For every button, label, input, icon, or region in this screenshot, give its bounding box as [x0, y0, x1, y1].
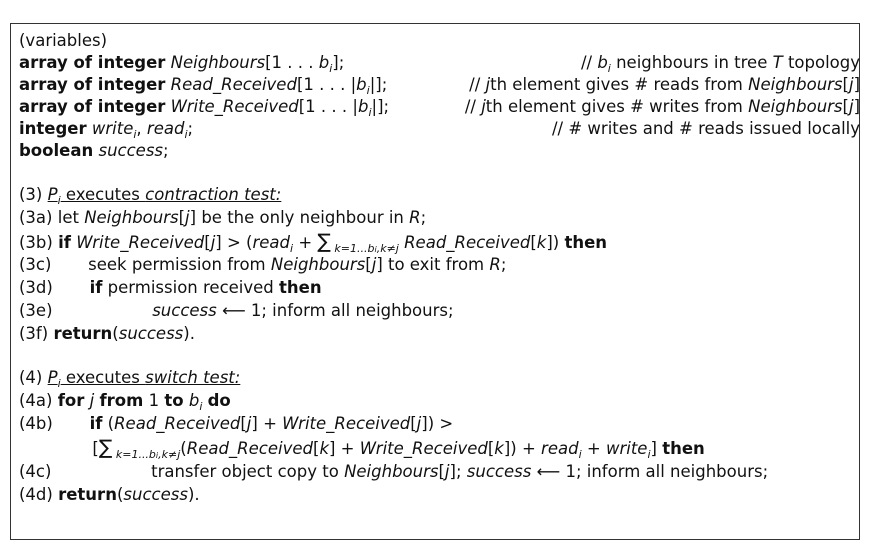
algorithm-box	[10, 23, 860, 540]
var-comment-neighbours: // bi neighbours in tree T topology	[580, 53, 860, 75]
var-comment-write-received: // jth element gives # writes from Neigh…	[464, 97, 860, 116]
step-4c: (4c) transfer object copy to Neighbours[…	[19, 462, 769, 481]
step-3f: (3f) return(success).	[19, 324, 195, 343]
var-line-neighbours: array of integer Neighbours[1 . . . bi];	[19, 53, 345, 75]
var-line-boolean: boolean success;	[19, 141, 169, 160]
step-4a: (4a) for j from 1 to bi do	[19, 391, 231, 413]
step-3a: (3a) let Neighbours[j] be the only neigh…	[19, 208, 427, 227]
step-3d: (3d) if permission received then	[19, 278, 322, 297]
step-3e: (3e) success ⟵ 1; inform all neighbours;	[19, 301, 454, 320]
var-comment-local: // # writes and # reads issued locally	[551, 119, 860, 138]
step-4d: (4d) return(success).	[19, 485, 200, 504]
switch-title: (4) Pi executes switch test:	[19, 368, 241, 390]
var-line-read-received: array of integer Read_Received[1 . . . |…	[19, 75, 388, 97]
var-line-integer: integer writei, readi;	[19, 119, 194, 141]
step-3c: (3c) seek permission from Neighbours[j] …	[19, 255, 507, 274]
step-4b-cont: [∑ k=1...bi,k≠j(Read_Received[k] + Write…	[19, 435, 705, 461]
step-3b: (3b) if Write_Received[j] > (readi + ∑ k…	[19, 229, 608, 255]
variables-header: (variables)	[19, 31, 108, 50]
contraction-title: (3) Pi executes contraction test:	[19, 185, 282, 207]
var-comment-read-received: // jth element gives # reads from Neighb…	[469, 75, 860, 94]
var-line-write-received: array of integer Write_Received[1 . . . …	[19, 97, 390, 119]
step-4b: (4b) if (Read_Received[j] + Write_Receiv…	[19, 414, 454, 433]
